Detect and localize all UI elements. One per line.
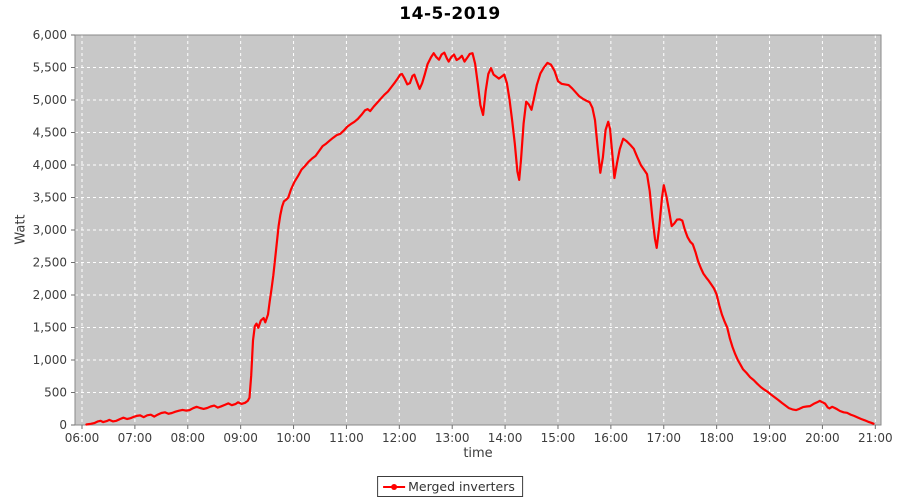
- x-tick-label: 19:00: [752, 431, 787, 445]
- x-tick-label: 14:00: [488, 431, 523, 445]
- x-tick-label: 17:00: [646, 431, 681, 445]
- x-tick-label: 06:00: [65, 431, 100, 445]
- x-tick-label: 10:00: [276, 431, 311, 445]
- x-tick-label: 21:00: [858, 431, 893, 445]
- x-tick-label: 20:00: [805, 431, 840, 445]
- y-tick-label: 3,500: [33, 191, 67, 205]
- y-tick-label: 5,000: [33, 93, 67, 107]
- x-tick-label: 08:00: [170, 431, 205, 445]
- x-axis-label: time: [463, 446, 493, 461]
- legend: Merged inverters: [377, 476, 523, 497]
- chart-title: 14-5-2019: [399, 4, 501, 24]
- y-tick-label: 1,000: [33, 353, 67, 367]
- x-tick-label: 13:00: [435, 431, 470, 445]
- legend-series-label: Merged inverters: [408, 479, 515, 494]
- x-tick-label: 12:00: [382, 431, 417, 445]
- y-tick-label: 2,500: [33, 256, 67, 270]
- y-tick-label: 4,500: [33, 126, 67, 140]
- y-axis-label: Watt: [13, 214, 29, 245]
- y-tick-label: 5,500: [33, 61, 67, 75]
- y-tick-label: 2,000: [33, 288, 67, 302]
- x-tick-label: 18:00: [699, 431, 734, 445]
- y-tick-label: 4,000: [33, 158, 67, 172]
- x-tick-label: 11:00: [329, 431, 364, 445]
- y-tick-label: 3,000: [33, 223, 67, 237]
- y-tick-label: 1,500: [33, 321, 67, 335]
- legend-line-sample-icon: [383, 482, 407, 492]
- y-tick-label: 500: [44, 386, 67, 400]
- x-tick-label: 16:00: [594, 431, 629, 445]
- y-tick-label: 0: [59, 418, 67, 432]
- x-tick-label: 15:00: [541, 431, 576, 445]
- y-tick-label: 6,000: [33, 28, 67, 42]
- x-tick-label: 09:00: [223, 431, 258, 445]
- series-line: [85, 51, 875, 426]
- x-tick-label: 07:00: [118, 431, 153, 445]
